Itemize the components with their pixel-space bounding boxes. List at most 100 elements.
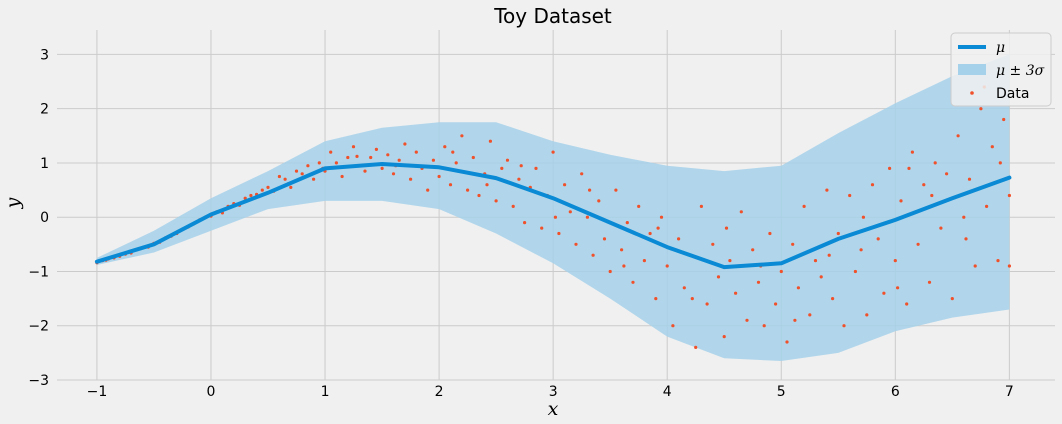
y-axis-label: y bbox=[2, 197, 24, 209]
data-point bbox=[369, 155, 373, 160]
data-point bbox=[933, 161, 937, 165]
data-point bbox=[631, 280, 635, 284]
data-point bbox=[294, 169, 299, 173]
data-point bbox=[716, 275, 721, 279]
data-point bbox=[896, 286, 900, 290]
data-point bbox=[523, 221, 527, 225]
data-point bbox=[625, 221, 629, 225]
data-point bbox=[511, 204, 515, 208]
data-point bbox=[930, 193, 934, 198]
x-tick-label: −1 bbox=[87, 384, 108, 400]
data-point bbox=[724, 226, 729, 230]
data-point bbox=[779, 269, 783, 274]
data-point bbox=[551, 150, 555, 154]
data-point bbox=[602, 237, 607, 241]
data-point bbox=[656, 226, 660, 230]
data-point bbox=[905, 302, 909, 306]
data-point bbox=[574, 242, 578, 246]
data-point bbox=[300, 172, 304, 176]
y-tick-label: −3 bbox=[28, 373, 49, 389]
data-point bbox=[563, 183, 567, 187]
y-tick-label: −2 bbox=[28, 319, 49, 335]
data-point bbox=[283, 177, 287, 181]
data-point bbox=[848, 193, 852, 198]
data-point bbox=[825, 188, 829, 192]
legend-data-label: Data bbox=[996, 86, 1029, 102]
data-point bbox=[796, 286, 801, 290]
data-point bbox=[916, 242, 920, 246]
data-point bbox=[836, 231, 840, 236]
data-point bbox=[451, 150, 455, 154]
data-point bbox=[762, 324, 766, 328]
data-point bbox=[454, 161, 458, 165]
data-point bbox=[711, 242, 715, 246]
data-point bbox=[471, 155, 475, 160]
data-point bbox=[768, 231, 772, 236]
data-point bbox=[329, 150, 333, 154]
data-point bbox=[460, 134, 464, 138]
data-point bbox=[249, 193, 253, 198]
tick-labels: −1 0 1 2 3 4 5 6 7 −3 −2 −1 0 1 2 3 bbox=[28, 47, 1013, 400]
data-point bbox=[340, 174, 344, 179]
data-point bbox=[1007, 264, 1012, 268]
data-point bbox=[665, 264, 669, 268]
data-point bbox=[614, 188, 618, 192]
data-point bbox=[374, 147, 378, 151]
data-point bbox=[964, 237, 968, 241]
data-point bbox=[588, 188, 592, 192]
data-point bbox=[690, 297, 694, 301]
data-point bbox=[922, 183, 926, 187]
data-point bbox=[540, 226, 544, 230]
data-point bbox=[791, 242, 795, 246]
data-point bbox=[443, 145, 447, 149]
data-point bbox=[1007, 193, 1012, 198]
data-point bbox=[622, 264, 626, 268]
legend-mean-label: μ bbox=[996, 40, 1005, 56]
data-point bbox=[414, 150, 418, 154]
data-point bbox=[597, 199, 601, 203]
y-tick-label: 0 bbox=[40, 210, 49, 226]
x-tick-label: 7 bbox=[1005, 384, 1014, 400]
mean-line bbox=[94, 162, 1012, 270]
data-point bbox=[785, 340, 789, 344]
data-point bbox=[859, 248, 863, 252]
data-point bbox=[500, 166, 504, 170]
data-point bbox=[260, 188, 264, 192]
data-point bbox=[488, 139, 492, 143]
y-tick-label: 2 bbox=[40, 102, 49, 118]
x-tick-label: 0 bbox=[207, 384, 216, 400]
data-point bbox=[494, 199, 498, 203]
data-point bbox=[380, 166, 384, 170]
data-point bbox=[819, 275, 823, 279]
data-point bbox=[403, 142, 407, 146]
legend-band-label: μ ± 3σ bbox=[996, 63, 1045, 79]
data-point bbox=[962, 215, 966, 219]
data-point bbox=[705, 302, 709, 306]
data-point bbox=[553, 215, 558, 219]
legend-band-swatch bbox=[958, 64, 986, 75]
data-point bbox=[751, 248, 755, 252]
uncertainty-band bbox=[96, 54, 1010, 362]
data-point bbox=[608, 269, 612, 274]
y-tick-label: 3 bbox=[40, 47, 49, 63]
data-point bbox=[699, 204, 704, 208]
data-point bbox=[745, 318, 749, 322]
data-point bbox=[973, 264, 977, 268]
data-point bbox=[967, 177, 972, 181]
data-point bbox=[950, 297, 954, 301]
data-point bbox=[722, 335, 726, 339]
data-point bbox=[876, 237, 880, 241]
data-point bbox=[289, 185, 293, 189]
data-point bbox=[534, 166, 538, 170]
data-point bbox=[312, 177, 316, 181]
y-tick-label: −1 bbox=[28, 264, 49, 280]
data-point bbox=[945, 172, 949, 176]
data-point bbox=[671, 324, 675, 328]
data-point bbox=[739, 210, 743, 214]
data-point bbox=[728, 259, 732, 263]
data-point bbox=[694, 345, 698, 349]
data-point bbox=[802, 204, 806, 208]
data-point bbox=[591, 253, 595, 257]
data-point bbox=[334, 161, 338, 165]
data-point bbox=[386, 153, 390, 157]
